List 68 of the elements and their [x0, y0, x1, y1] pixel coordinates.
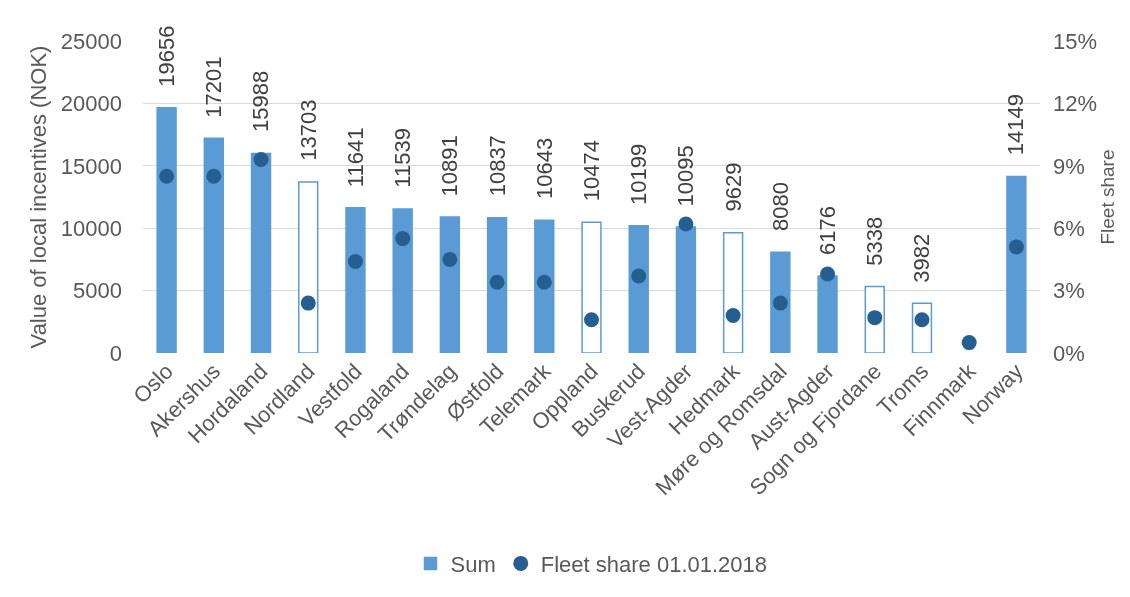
y-tick-label: 10000 — [60, 215, 122, 241]
point — [536, 274, 552, 290]
point — [961, 335, 977, 351]
data-label: 10837 — [484, 135, 510, 197]
bar — [345, 206, 366, 353]
point — [1008, 239, 1024, 255]
y2-tick-label: 0% — [1053, 340, 1085, 366]
point — [442, 251, 458, 267]
y2-axis-title: Fleet share — [1096, 149, 1118, 245]
bar — [817, 275, 838, 353]
point — [820, 266, 836, 282]
bar — [581, 221, 602, 353]
y-tick-label: 15000 — [60, 153, 122, 179]
bar — [534, 219, 555, 353]
bar — [1006, 175, 1027, 353]
bar — [675, 226, 697, 353]
data-label: 5338 — [861, 216, 887, 266]
bar — [486, 217, 508, 353]
bar — [203, 137, 225, 353]
y-tick-label: 5000 — [73, 278, 122, 304]
bar — [156, 106, 177, 353]
y2-tick-label: 3% — [1053, 278, 1085, 304]
point — [206, 168, 222, 184]
data-label: 14149 — [1003, 94, 1029, 156]
y2-tick-label: 12% — [1053, 91, 1098, 117]
bar — [298, 181, 319, 353]
data-label: 11641 — [342, 127, 368, 188]
data-label: 10474 — [578, 140, 604, 202]
data-label: 10199 — [626, 143, 652, 205]
data-label: 13703 — [295, 99, 321, 161]
bar — [628, 224, 649, 353]
point — [159, 168, 175, 184]
point — [867, 310, 883, 326]
y-tick-label: 0 — [109, 340, 122, 366]
data-label: 11539 — [389, 128, 415, 188]
point — [678, 216, 694, 232]
legend-label: Sum — [450, 551, 496, 577]
data-label: 17201 — [200, 56, 226, 118]
data-label: 8080 — [767, 182, 793, 231]
point — [772, 295, 788, 311]
point — [631, 268, 647, 284]
data-label: 10643 — [531, 137, 557, 199]
y-tick-label: 20000 — [60, 91, 122, 117]
data-label: 15988 — [248, 70, 274, 132]
data-label: 9629 — [720, 162, 746, 212]
bar — [722, 232, 744, 353]
y2-tick-label: 15% — [1053, 28, 1098, 54]
data-label: 19656 — [154, 25, 180, 87]
point — [300, 295, 316, 311]
point — [347, 253, 363, 269]
bar — [439, 216, 461, 353]
y-axis-title: Value of local incentives (NOK) — [25, 45, 51, 349]
data-label: 10891 — [437, 135, 463, 197]
data-label: 10095 — [673, 145, 699, 207]
data-label: 6176 — [815, 206, 841, 255]
point — [395, 231, 411, 247]
bar — [770, 251, 791, 353]
point — [489, 274, 505, 290]
bar — [392, 208, 413, 353]
point — [253, 152, 269, 168]
point — [584, 312, 599, 328]
point — [725, 308, 741, 324]
bar — [250, 152, 272, 353]
legend-label: Fleet share 01.01.2018 — [540, 551, 768, 577]
y-tick-label: 25000 — [60, 28, 122, 54]
y2-tick-label: 9% — [1053, 153, 1085, 179]
data-label: 3982 — [909, 233, 935, 283]
y2-tick-label: 6% — [1053, 215, 1085, 241]
